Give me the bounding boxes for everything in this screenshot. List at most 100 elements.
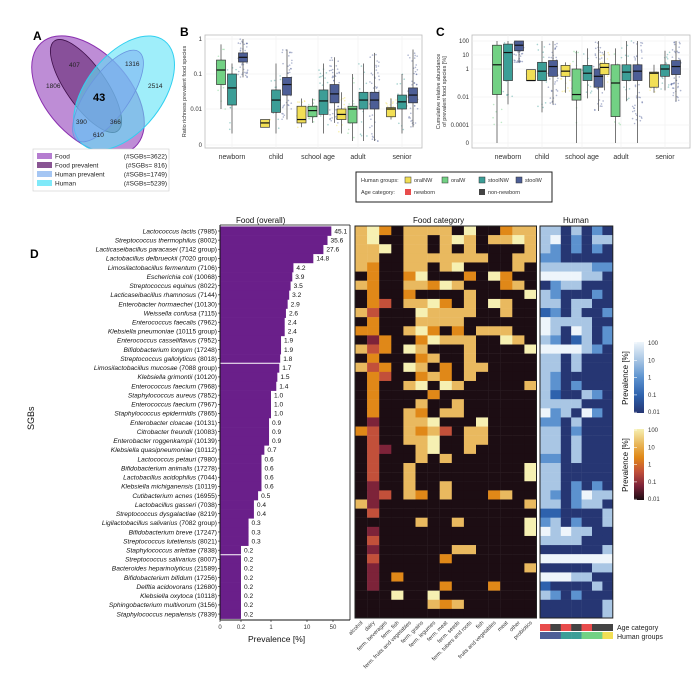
sgb-id: (7980) (196, 456, 217, 463)
species-name: Staphylococcus arlettae (126, 548, 196, 555)
jitter-point (365, 82, 368, 85)
heatmap-cell (427, 444, 440, 455)
bar (220, 363, 280, 373)
prevalence-axis-label: Prevalence [%] (248, 634, 305, 644)
heatmap-cell (403, 563, 416, 573)
heatmap-cell (512, 417, 525, 427)
jitter-point (569, 63, 572, 65)
jitter-point (635, 95, 638, 97)
x-tick-label: 10 (304, 625, 311, 631)
heatmap-cell (550, 390, 561, 400)
heatmap-cell (451, 280, 465, 291)
jitter-point (327, 123, 329, 126)
heatmap-cell (550, 399, 561, 409)
jitter-point (600, 57, 603, 59)
heatmap-cell (451, 362, 465, 373)
jitter-point (627, 55, 629, 57)
species-name: Klebsiella pneumoniae (108, 329, 175, 336)
heatmap-cell (427, 380, 440, 391)
species-name: Streptococcus lutetiensis (123, 538, 197, 545)
species-name: Escherichia coli (147, 274, 193, 281)
heatmap-cell (550, 499, 561, 509)
heatmap-cell (403, 545, 416, 555)
heatmap-cell (439, 599, 452, 610)
species-label: Lacticaseibacillus rhamnosus (7144) (110, 292, 217, 299)
bar (220, 317, 285, 328)
jitter-point (670, 82, 673, 85)
jitter-point (673, 82, 675, 85)
jitter-point (281, 51, 284, 54)
heatmap-cell (488, 371, 501, 382)
heatmap-cell (391, 399, 404, 409)
heatmap-cell (367, 280, 380, 291)
heatmap-cell (571, 563, 582, 573)
heatmap-cell (602, 426, 613, 436)
bar-value-label: 1.0 (274, 402, 283, 409)
heatmap-cell (592, 362, 603, 373)
heatmap-cell (391, 408, 404, 418)
heatmap-cell (571, 344, 582, 354)
heatmap-cell (602, 226, 613, 236)
heatmap-cell (439, 262, 452, 272)
heatmap-cell (602, 253, 613, 263)
bar (220, 436, 270, 446)
heatmap-cell (367, 244, 380, 254)
heatmap-cell (427, 563, 440, 573)
jitter-point (416, 69, 419, 71)
heatmap-cell (463, 508, 477, 518)
heatmap-cell (500, 326, 513, 336)
jitter-point (337, 60, 339, 62)
heatmap-cell (512, 590, 525, 600)
heatmap-cell (367, 289, 380, 300)
jitter-point (599, 61, 602, 64)
heatmap-cell (550, 262, 561, 272)
heatmap-cell (488, 517, 501, 528)
heatmap-cell (403, 444, 416, 455)
jitter-point (572, 60, 574, 63)
heatmap-cell (512, 535, 525, 546)
jitter-point (672, 91, 675, 94)
heatmap-cell (488, 380, 501, 391)
heatmap-cell (451, 517, 465, 528)
heatmap-cell (379, 408, 392, 418)
jitter-point (399, 82, 402, 85)
heatmap-cell (560, 362, 572, 373)
heatmap-cell (463, 399, 477, 409)
jitter-point (409, 117, 412, 119)
heatmap-cell (540, 298, 551, 309)
heatmap-cell (391, 344, 404, 354)
jitter-point (631, 117, 634, 120)
box-stoolW (671, 60, 681, 75)
heatmap-cell (571, 353, 582, 363)
legend-count: (#SGBs= 816) (126, 163, 167, 170)
species-label: Enterobacter cloacae (10131) (130, 420, 217, 427)
jitter-point (555, 88, 558, 91)
heatmap-cell (540, 426, 551, 436)
bar-value-label: 0.9 (272, 438, 281, 445)
jitter-point (245, 72, 247, 74)
heatmap-cell (439, 298, 452, 309)
heatmap-cell (391, 545, 404, 555)
age-category-strip-cell (550, 624, 561, 631)
species-label: Streptococcus lutetiensis (8021) (123, 538, 217, 545)
jitter-point (217, 89, 219, 92)
box-stoolW (548, 60, 558, 77)
colorbar-tick-label: 100 (648, 341, 659, 347)
heatmap-cell (391, 572, 404, 582)
bar-value-label: 0.2 (244, 593, 253, 600)
heatmap-cell (560, 599, 572, 610)
heatmap-cell (500, 435, 513, 445)
bar (220, 272, 293, 282)
heatmap-cell (379, 545, 392, 555)
heatmap-cell (403, 380, 416, 391)
heatmap-cell (488, 590, 501, 600)
x-category-label: adult (350, 154, 365, 161)
jitter-point (589, 85, 592, 88)
heatmap-cell (560, 490, 572, 500)
heatmap-cell (581, 545, 593, 555)
heatmap-cell (391, 490, 404, 500)
heatmap-cell (355, 262, 368, 272)
heatmap-cell (427, 590, 440, 600)
heatmap-cell (571, 399, 582, 409)
jitter-point (415, 73, 418, 76)
